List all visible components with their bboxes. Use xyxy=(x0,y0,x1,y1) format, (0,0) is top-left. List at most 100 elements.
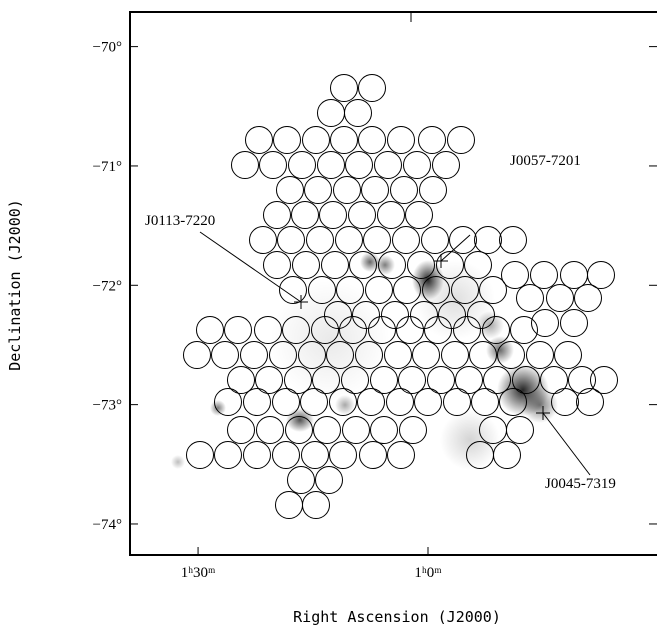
pointing xyxy=(568,366,596,394)
pointing xyxy=(330,126,358,154)
pointing xyxy=(304,176,332,204)
pointing xyxy=(365,276,393,304)
pointing xyxy=(432,151,460,179)
pointing xyxy=(315,466,343,494)
emission xyxy=(270,280,390,400)
pointing xyxy=(474,226,502,254)
pointing xyxy=(530,261,558,289)
pointing xyxy=(399,416,427,444)
pointing xyxy=(243,441,271,469)
pointing xyxy=(288,151,316,179)
pointing xyxy=(560,309,588,337)
pointing xyxy=(501,261,529,289)
pointing xyxy=(335,226,363,254)
pointing xyxy=(349,251,377,279)
pointing xyxy=(231,151,259,179)
pointing xyxy=(357,388,385,416)
pointing xyxy=(449,226,477,254)
pointing xyxy=(526,341,554,369)
pointing xyxy=(361,176,389,204)
plot-frame xyxy=(129,11,657,556)
pointing xyxy=(443,388,471,416)
pointing xyxy=(587,261,615,289)
pointing xyxy=(387,126,415,154)
pointing xyxy=(374,151,402,179)
emission xyxy=(522,387,558,423)
pointing xyxy=(447,126,475,154)
pointing xyxy=(263,251,291,279)
pointing xyxy=(424,316,452,344)
x-tick-label: 1ʰ30ᵐ xyxy=(181,565,216,581)
emission xyxy=(486,336,514,364)
pointing xyxy=(183,341,211,369)
pointing xyxy=(576,388,604,416)
pointing xyxy=(259,151,287,179)
pointing xyxy=(341,366,369,394)
pointing xyxy=(393,276,421,304)
pointing xyxy=(451,276,479,304)
pointing xyxy=(419,176,447,204)
pointing xyxy=(441,341,469,369)
emission xyxy=(415,260,495,340)
pointing xyxy=(214,388,242,416)
background-image xyxy=(171,252,558,470)
pointing xyxy=(471,388,499,416)
pointing xyxy=(313,416,341,444)
pointing xyxy=(358,126,386,154)
pointing xyxy=(287,466,315,494)
pointing xyxy=(348,201,376,229)
pointing xyxy=(276,176,304,204)
pointing xyxy=(398,366,426,394)
pointing xyxy=(333,176,361,204)
pointing xyxy=(330,74,358,102)
pointing xyxy=(300,388,328,416)
pointing xyxy=(227,416,255,444)
pointing xyxy=(355,341,383,369)
pointing xyxy=(269,341,297,369)
emission xyxy=(335,395,355,415)
emission xyxy=(375,255,395,275)
pointing xyxy=(214,441,242,469)
pointing xyxy=(497,341,525,369)
pointing xyxy=(336,276,364,304)
pointing xyxy=(245,126,273,154)
pointing xyxy=(256,416,284,444)
y-tick-label: −70° xyxy=(93,40,122,56)
pointing xyxy=(279,276,307,304)
emission xyxy=(210,400,226,416)
pointing xyxy=(482,316,510,344)
pointing xyxy=(240,341,268,369)
pointing xyxy=(319,201,347,229)
pointing xyxy=(560,261,588,289)
pointing xyxy=(405,201,433,229)
pointing xyxy=(392,226,420,254)
pointing xyxy=(531,309,559,337)
pointing xyxy=(493,441,521,469)
pointing xyxy=(317,151,345,179)
pointing xyxy=(453,316,481,344)
pointing xyxy=(317,99,345,127)
pointing xyxy=(321,251,349,279)
pointing xyxy=(326,341,354,369)
pointing xyxy=(301,441,329,469)
pointing xyxy=(272,388,300,416)
pointing xyxy=(384,341,412,369)
y-tick-label: −71° xyxy=(93,159,122,175)
pointing xyxy=(427,366,455,394)
pointing xyxy=(551,388,579,416)
x-tick-label: 1ʰ0ᵐ xyxy=(414,565,442,581)
x-axis-label: Right Ascension (J2000) xyxy=(293,608,501,626)
pointing xyxy=(386,388,414,416)
pointing xyxy=(407,251,435,279)
pointing xyxy=(254,316,282,344)
pointing xyxy=(464,251,492,279)
pointing xyxy=(273,126,301,154)
pointing xyxy=(277,226,305,254)
pointing xyxy=(381,301,409,329)
pointing xyxy=(370,416,398,444)
pointing xyxy=(224,316,252,344)
pointing xyxy=(227,366,255,394)
annotation: J0113-7220 xyxy=(145,213,215,229)
pointing xyxy=(574,284,602,312)
pointing xyxy=(311,316,339,344)
